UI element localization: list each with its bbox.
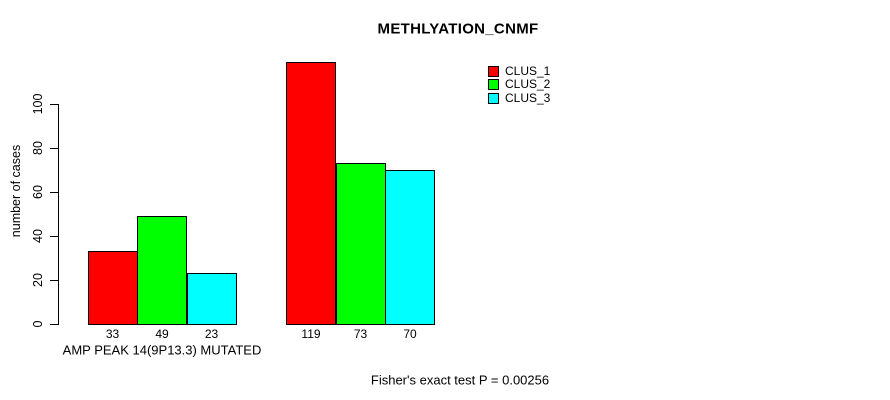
bar-clus_1-group-2 (286, 62, 336, 325)
y-tick-label: 0 (31, 320, 45, 328)
fisher-test-caption: Fisher's exact test P = 0.00256 (370, 372, 550, 388)
bar-clus_2-group-2 (335, 163, 386, 325)
legend-row-clus_2: CLUS_2 (488, 77, 551, 92)
y-axis-line (58, 104, 59, 325)
y-tick-label: 100 (31, 93, 45, 115)
legend-label-clus_1: CLUS_1 (505, 64, 551, 78)
y-tick-mark (50, 148, 59, 149)
group-label: AMP PEAK 14(9P13.3) MUTATED (62, 342, 262, 358)
y-tick-mark (50, 324, 59, 325)
bar-clus_1-group-1 (87, 251, 138, 325)
bar-value-label: 70 (403, 327, 417, 341)
y-tick-label: 40 (31, 229, 45, 243)
legend-swatch-clus_3 (488, 92, 499, 104)
y-tick-mark (50, 104, 59, 105)
y-tick-label: 20 (31, 273, 45, 287)
legend-swatch-clus_2 (488, 79, 499, 91)
chart-title: METHLYATION_CNMF (377, 20, 539, 38)
bar-value-label: 23 (204, 327, 219, 341)
y-tick-mark (50, 236, 59, 237)
legend-row-clus_3: CLUS_3 (488, 90, 551, 105)
bar-clus_3-group-1 (186, 273, 237, 325)
y-tick-mark (50, 192, 59, 193)
legend-label-clus_3: CLUS_3 (505, 90, 551, 105)
bar-value-label: 33 (105, 327, 120, 341)
y-tick-label: 60 (31, 185, 45, 199)
bar-clus_2-group-1 (137, 216, 187, 325)
legend-row-clus_1: CLUS_1 (488, 64, 551, 78)
bar-value-label: 73 (353, 327, 368, 341)
bar-value-label: 49 (155, 327, 169, 341)
bar-value-label: 119 (301, 327, 321, 341)
y-tick-mark (50, 280, 59, 281)
bar-clus_3-group-2 (385, 170, 435, 325)
legend-label-clus_2: CLUS_2 (505, 77, 551, 92)
legend: CLUS_1 CLUS_2 CLUS_3 (488, 64, 551, 106)
legend-swatch-clus_1 (488, 66, 499, 77)
y-axis-label: number of cases (9, 144, 23, 238)
y-tick-label: 80 (31, 141, 45, 155)
